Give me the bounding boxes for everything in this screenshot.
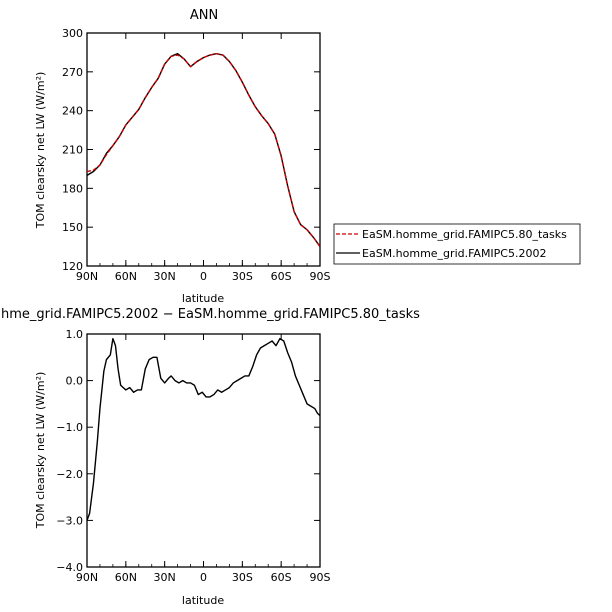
top-panel: ANN 90N 60N 30N 0 30S 60S 90S 120 150 180 210 240 2…: [34, 8, 581, 305]
y-tick-label: 270: [62, 66, 83, 79]
series-line: [86, 53, 321, 247]
top-x-axis-label: latitude: [182, 292, 224, 305]
y-tick-label: −2.0: [56, 468, 83, 481]
y-tick-label: 150: [62, 221, 83, 234]
legend-box: [333, 223, 581, 265]
x-tick-label: 0: [200, 270, 207, 283]
bottom-plot-frame: [86, 333, 321, 568]
x-tick-label: 90N: [76, 270, 98, 283]
x-tick-label: 90S: [310, 270, 331, 283]
top-y-ticks: 120 150 180 210 240 270 300: [62, 27, 320, 273]
x-tick-label: 0: [200, 571, 207, 584]
y-tick-label: 210: [62, 144, 83, 157]
top-y-axis-label: TOM clearsky net LW (W/m²): [34, 72, 47, 230]
bottom-y-axis-label: TOM clearsky net LW (W/m²): [34, 372, 47, 530]
y-tick-label: 180: [62, 182, 83, 195]
x-tick-label: 60N: [115, 571, 137, 584]
y-tick-label: 120: [62, 260, 83, 273]
x-tick-label: 60N: [115, 270, 137, 283]
x-tick-label: 30S: [232, 270, 253, 283]
top-plot-frame: [86, 32, 321, 267]
y-tick-label: 300: [62, 27, 83, 40]
bottom-y-ticks: 1.0 0.0 −1.0 −2.0 −3.0 −4.0: [56, 328, 320, 574]
y-tick-label: 240: [62, 105, 83, 118]
series-line: [86, 337, 321, 521]
top-chart-title: ANN: [190, 8, 218, 23]
series-line: [86, 53, 321, 247]
legend-label: EaSM.homme_grid.FAMIPC5.80_tasks: [362, 228, 567, 241]
x-tick-label: 60S: [271, 270, 292, 283]
x-tick-label: 90N: [76, 571, 98, 584]
x-tick-label: 30N: [154, 571, 176, 584]
x-tick-label: 60S: [271, 571, 292, 584]
top-x-ticks: 90N 60N 30N 0 30S 60S 90S: [76, 33, 331, 283]
x-tick-label: 90S: [310, 571, 331, 584]
top-legend: EaSM.homme_grid.FAMIPC5.80_tasks EaSM.hom…: [333, 223, 581, 265]
y-tick-label: −3.0: [56, 514, 83, 527]
legend-label: EaSM.homme_grid.FAMIPC5.2002: [362, 247, 546, 260]
bottom-x-ticks: 90N 60N 30N 0 30S 60S 90S: [76, 334, 331, 584]
bottom-panel: hme_grid.FAMIPC5.2002 − EaSM.homme_grid.…: [1, 307, 420, 607]
bottom-chart-title: hme_grid.FAMIPC5.2002 − EaSM.homme_grid.…: [1, 307, 420, 322]
bottom-x-axis-label: latitude: [182, 594, 224, 607]
x-tick-label: 30N: [154, 270, 176, 283]
y-tick-label: 0.0: [66, 375, 84, 388]
top-series-lines: [86, 53, 321, 247]
y-tick-label: 1.0: [66, 328, 84, 341]
y-tick-label: −4.0: [56, 561, 83, 574]
y-tick-label: −1.0: [56, 421, 83, 434]
bottom-series-lines: [86, 337, 321, 521]
x-tick-label: 30S: [232, 571, 253, 584]
